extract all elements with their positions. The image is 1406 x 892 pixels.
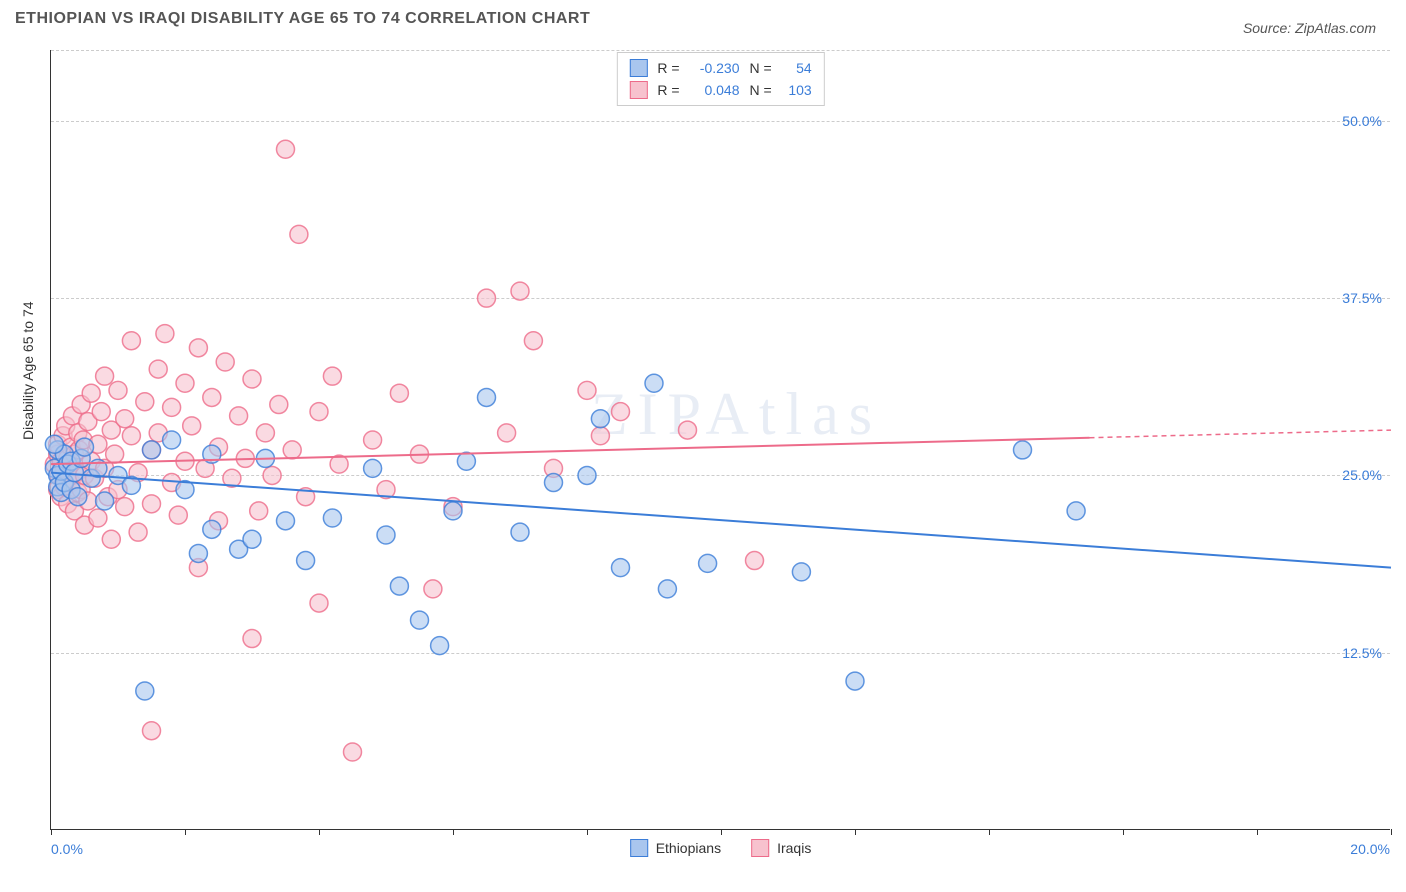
scatter-svg (51, 50, 1390, 829)
legend-row-iraqis: R = 0.048 N = 103 (629, 79, 811, 101)
header: ETHIOPIAN VS IRAQI DISABILITY AGE 65 TO … (15, 10, 1391, 40)
plot-area: ZIPAtlas 12.5%25.0%37.5%50.0% R = -0.230… (50, 50, 1390, 830)
swatch-iraqis-icon (751, 839, 769, 857)
swatch-iraqis (629, 81, 647, 99)
x-tick-label-max: 20.0% (1350, 841, 1390, 857)
r-value-iraqis: 0.048 (690, 82, 740, 98)
r-label: R = (657, 60, 679, 76)
legend-label-ethiopians: Ethiopians (656, 840, 721, 856)
swatch-ethiopians (629, 59, 647, 77)
n-label: N = (750, 60, 772, 76)
correlation-legend: R = -0.230 N = 54 R = 0.048 N = 103 (616, 52, 824, 106)
x-tick-label-min: 0.0% (51, 841, 83, 857)
chart-container: ETHIOPIAN VS IRAQI DISABILITY AGE 65 TO … (0, 0, 1406, 892)
legend-row-ethiopians: R = -0.230 N = 54 (629, 57, 811, 79)
chart-title: ETHIOPIAN VS IRAQI DISABILITY AGE 65 TO … (15, 10, 590, 27)
y-axis-label: Disability Age 65 to 74 (20, 301, 36, 440)
r-label: R = (657, 82, 679, 98)
legend-item-iraqis: Iraqis (751, 839, 811, 857)
series-legend: Ethiopians Iraqis (630, 839, 812, 857)
n-value-iraqis: 103 (782, 82, 812, 98)
r-value-ethiopians: -0.230 (690, 60, 740, 76)
legend-item-ethiopians: Ethiopians (630, 839, 721, 857)
legend-label-iraqis: Iraqis (777, 840, 811, 856)
swatch-ethiopians-icon (630, 839, 648, 857)
n-value-ethiopians: 54 (782, 60, 812, 76)
n-label: N = (750, 82, 772, 98)
source-label: Source: ZipAtlas.com (1243, 20, 1376, 36)
